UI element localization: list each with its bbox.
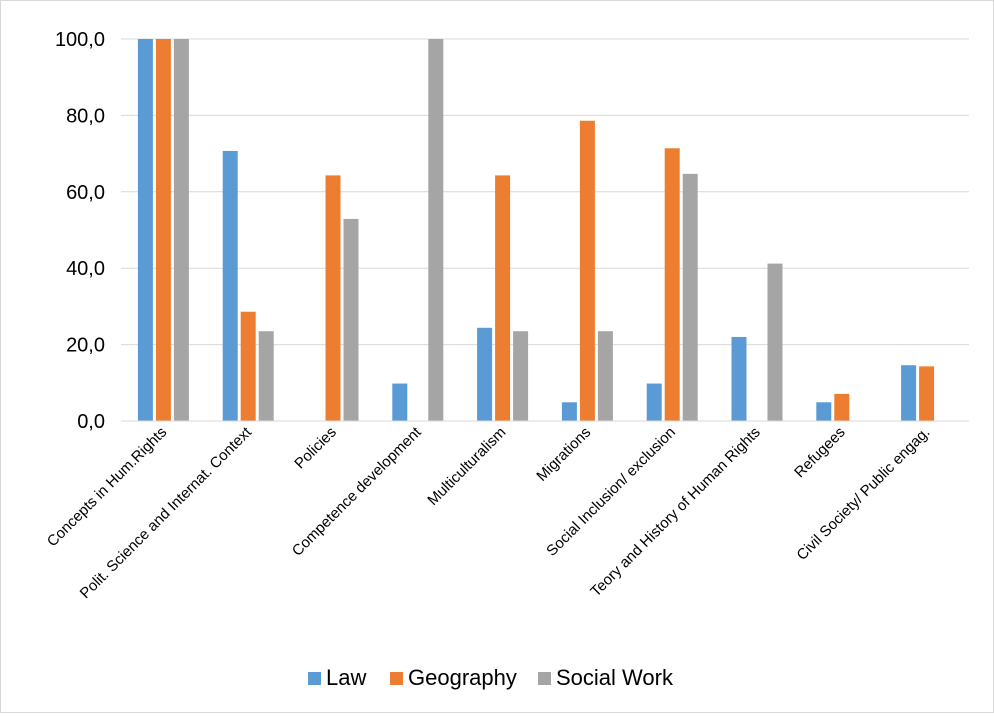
legend-swatch bbox=[538, 672, 551, 685]
legend-item-social-work: Social Work bbox=[538, 665, 674, 690]
bar-law bbox=[901, 365, 917, 421]
legend-label: Law bbox=[326, 665, 366, 690]
bar-social-work bbox=[343, 218, 359, 421]
x-tick-label: Migrations bbox=[533, 424, 594, 485]
bar-law bbox=[816, 402, 832, 421]
legend-item-geography: Geography bbox=[390, 665, 517, 690]
bar-geography bbox=[325, 175, 341, 421]
bar-geography bbox=[834, 393, 850, 421]
bar-social-work bbox=[513, 331, 529, 421]
bar-law bbox=[731, 336, 747, 421]
y-tick-labels: 0,0 20,0 40,0 60,0 80,0 100,0 bbox=[55, 29, 105, 433]
x-tick-label: Refugees bbox=[791, 424, 848, 481]
bar-social-work bbox=[173, 39, 189, 421]
bar-social-work bbox=[767, 263, 783, 421]
y-tick-label: 0,0 bbox=[77, 411, 105, 433]
bar-law bbox=[137, 39, 153, 421]
legend-swatch bbox=[390, 672, 403, 685]
bar-law bbox=[477, 327, 493, 421]
bar-geography bbox=[155, 39, 171, 421]
bar-law bbox=[646, 383, 662, 421]
legend-swatch bbox=[308, 672, 321, 685]
bar-social-work bbox=[428, 39, 444, 421]
bar-geography bbox=[579, 120, 595, 422]
x-tick-label: Multiculturalism bbox=[424, 424, 509, 509]
legend-item-law: Law bbox=[308, 665, 366, 690]
y-tick-label: 20,0 bbox=[66, 335, 105, 357]
bar-law bbox=[222, 150, 238, 421]
bar-social-work bbox=[258, 331, 274, 421]
bar-geography bbox=[919, 366, 935, 421]
y-tick-label: 80,0 bbox=[66, 105, 105, 127]
bar-geography bbox=[240, 311, 256, 421]
legend-label: Social Work bbox=[556, 665, 674, 690]
bar-geography bbox=[495, 175, 511, 421]
x-tick-label: Teory and History of Human Rights bbox=[587, 424, 764, 601]
x-tick-label: Polit. Science and Internat. Context bbox=[77, 423, 256, 602]
bar-law bbox=[392, 383, 408, 421]
legend: Law Geography Social Work bbox=[308, 665, 674, 690]
y-tick-label: 100,0 bbox=[55, 29, 105, 51]
bars bbox=[137, 39, 935, 422]
y-tick-label: 40,0 bbox=[66, 258, 105, 280]
bar-social-work bbox=[682, 173, 698, 421]
gridlines bbox=[121, 38, 969, 346]
legend-label: Geography bbox=[408, 665, 517, 690]
bar-geography bbox=[664, 148, 680, 421]
y-tick-label: 60,0 bbox=[66, 182, 105, 204]
bar-social-work bbox=[597, 331, 613, 421]
x-tick-label: Policies bbox=[291, 424, 340, 473]
bar-law bbox=[561, 402, 577, 421]
